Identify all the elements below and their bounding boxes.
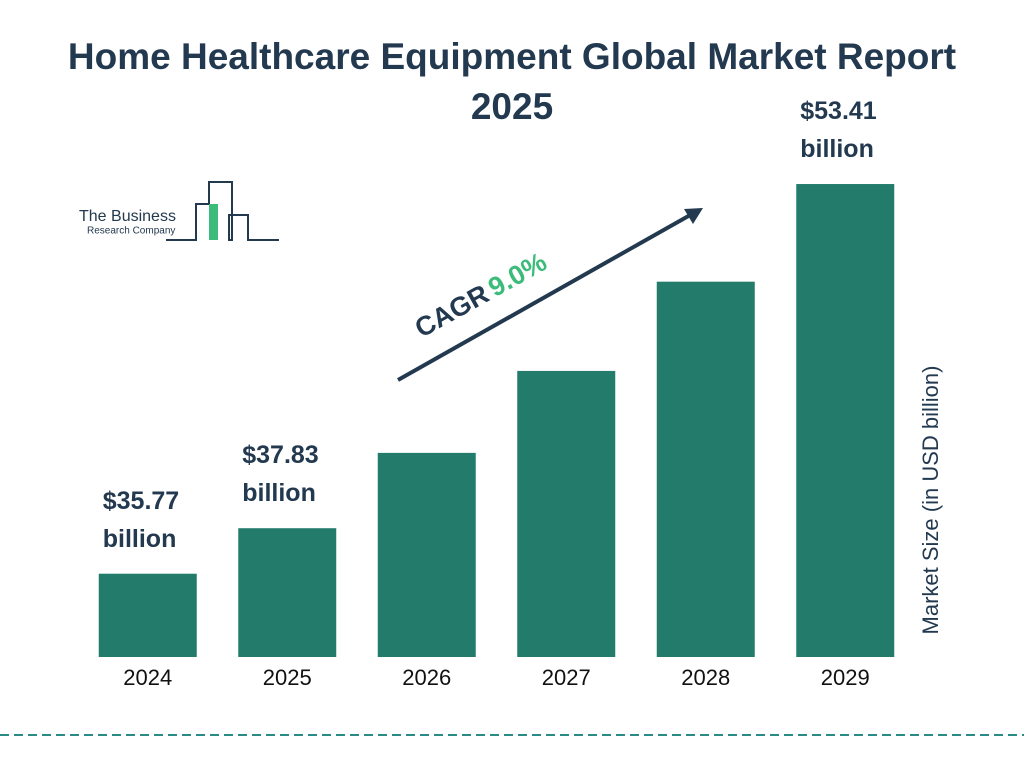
y-axis-label: Market Size (in USD billion) — [918, 366, 943, 635]
cagr-annotation: CAGR 9.0% — [410, 247, 552, 344]
x-tick-label: 2029 — [821, 665, 870, 690]
bar — [517, 370, 616, 657]
chart-title: Home Healthcare Equipment Global Market … — [67, 36, 957, 127]
x-tick-label: 2024 — [123, 665, 172, 690]
value-label: $35.77 billion — [102, 486, 180, 553]
logo-text: The Business — [79, 208, 176, 225]
value-label: $53.41 billion — [800, 97, 877, 164]
bar — [656, 281, 755, 657]
x-tick-label: 2028 — [681, 665, 730, 690]
x-tick-label: 2027 — [542, 665, 591, 690]
logo-bar — [209, 204, 218, 240]
bar — [98, 573, 197, 657]
logo-text: Research Company — [87, 226, 175, 237]
x-tick-label: 2025 — [263, 665, 312, 690]
logo-outline — [166, 181, 279, 241]
cagr-value: 9.0% — [483, 247, 551, 303]
logo: The Business Research Company — [79, 181, 279, 241]
bar — [377, 452, 476, 657]
x-tick-label: 2026 — [402, 665, 451, 690]
value-label: $37.83 billion — [242, 441, 319, 508]
bar — [238, 528, 337, 657]
cagr-arrowhead — [684, 208, 703, 224]
bar — [796, 184, 895, 657]
cagr-arrow — [397, 212, 693, 382]
